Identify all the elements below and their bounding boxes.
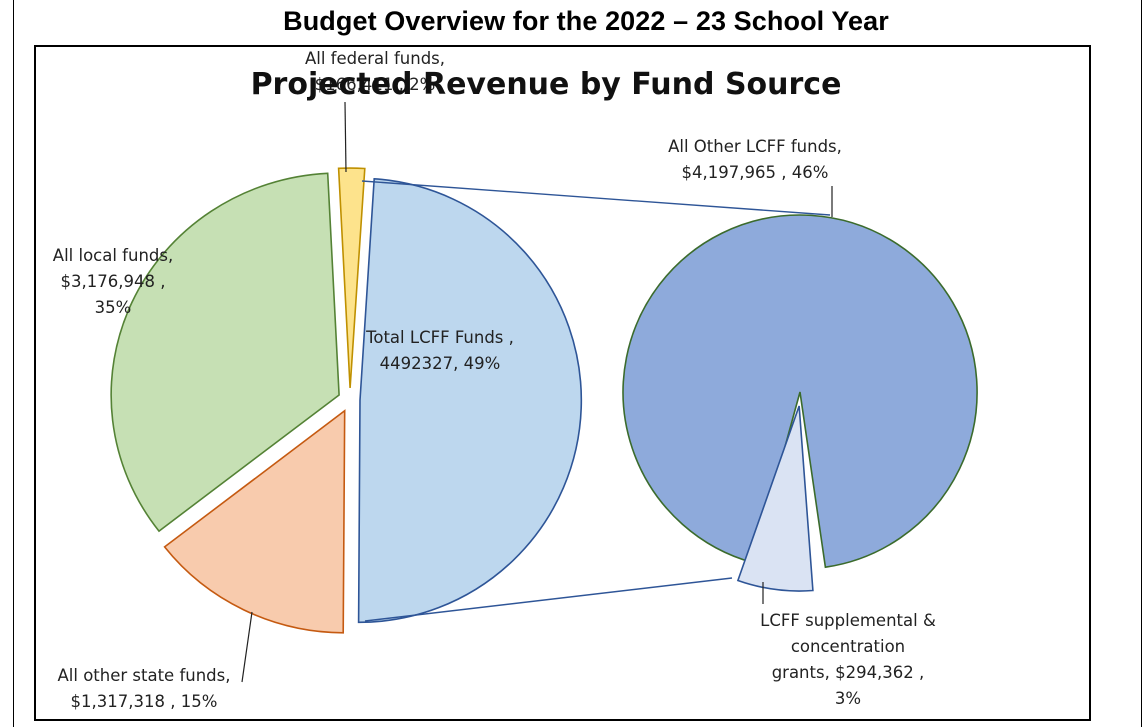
slice-all-local-funds [110, 172, 340, 533]
page-title: Budget Overview for the 2022 – 23 School… [283, 6, 889, 36]
slice-all-federal-funds [337, 167, 366, 389]
slice-all-other-lcff-funds [622, 214, 978, 569]
slice-total-lcff-funds [357, 177, 583, 624]
data-label-other-state: All other state funds, $1,317,318 , 15% [58, 666, 231, 711]
data-label-local: All local funds, $3,176,948 , 35% [53, 246, 173, 317]
chart-title: Projected Revenue by Fund Source [251, 67, 842, 102]
data-label-supplemental: LCFF supplemental & concentration grants, … [760, 611, 936, 708]
data-label-other-lcff: All Other LCFF funds, $4,197,965 , 46% [668, 137, 842, 182]
slice-all-other-state-funds [163, 409, 346, 634]
page-frame [13, 0, 1142, 727]
chart-frame [34, 45, 1091, 721]
leader-line-other-state [241, 611, 253, 683]
data-label-federal: All federal funds, $166,411 , 2% [305, 49, 445, 94]
connector-line-top [361, 180, 831, 216]
connector-line-bottom [364, 577, 733, 622]
data-label-total-lcff: Total LCFF Funds , 4492327, 49% [365, 328, 514, 373]
leader-line-federal [344, 101, 347, 173]
slice-lcff-supplemental-concentration [736, 405, 814, 592]
